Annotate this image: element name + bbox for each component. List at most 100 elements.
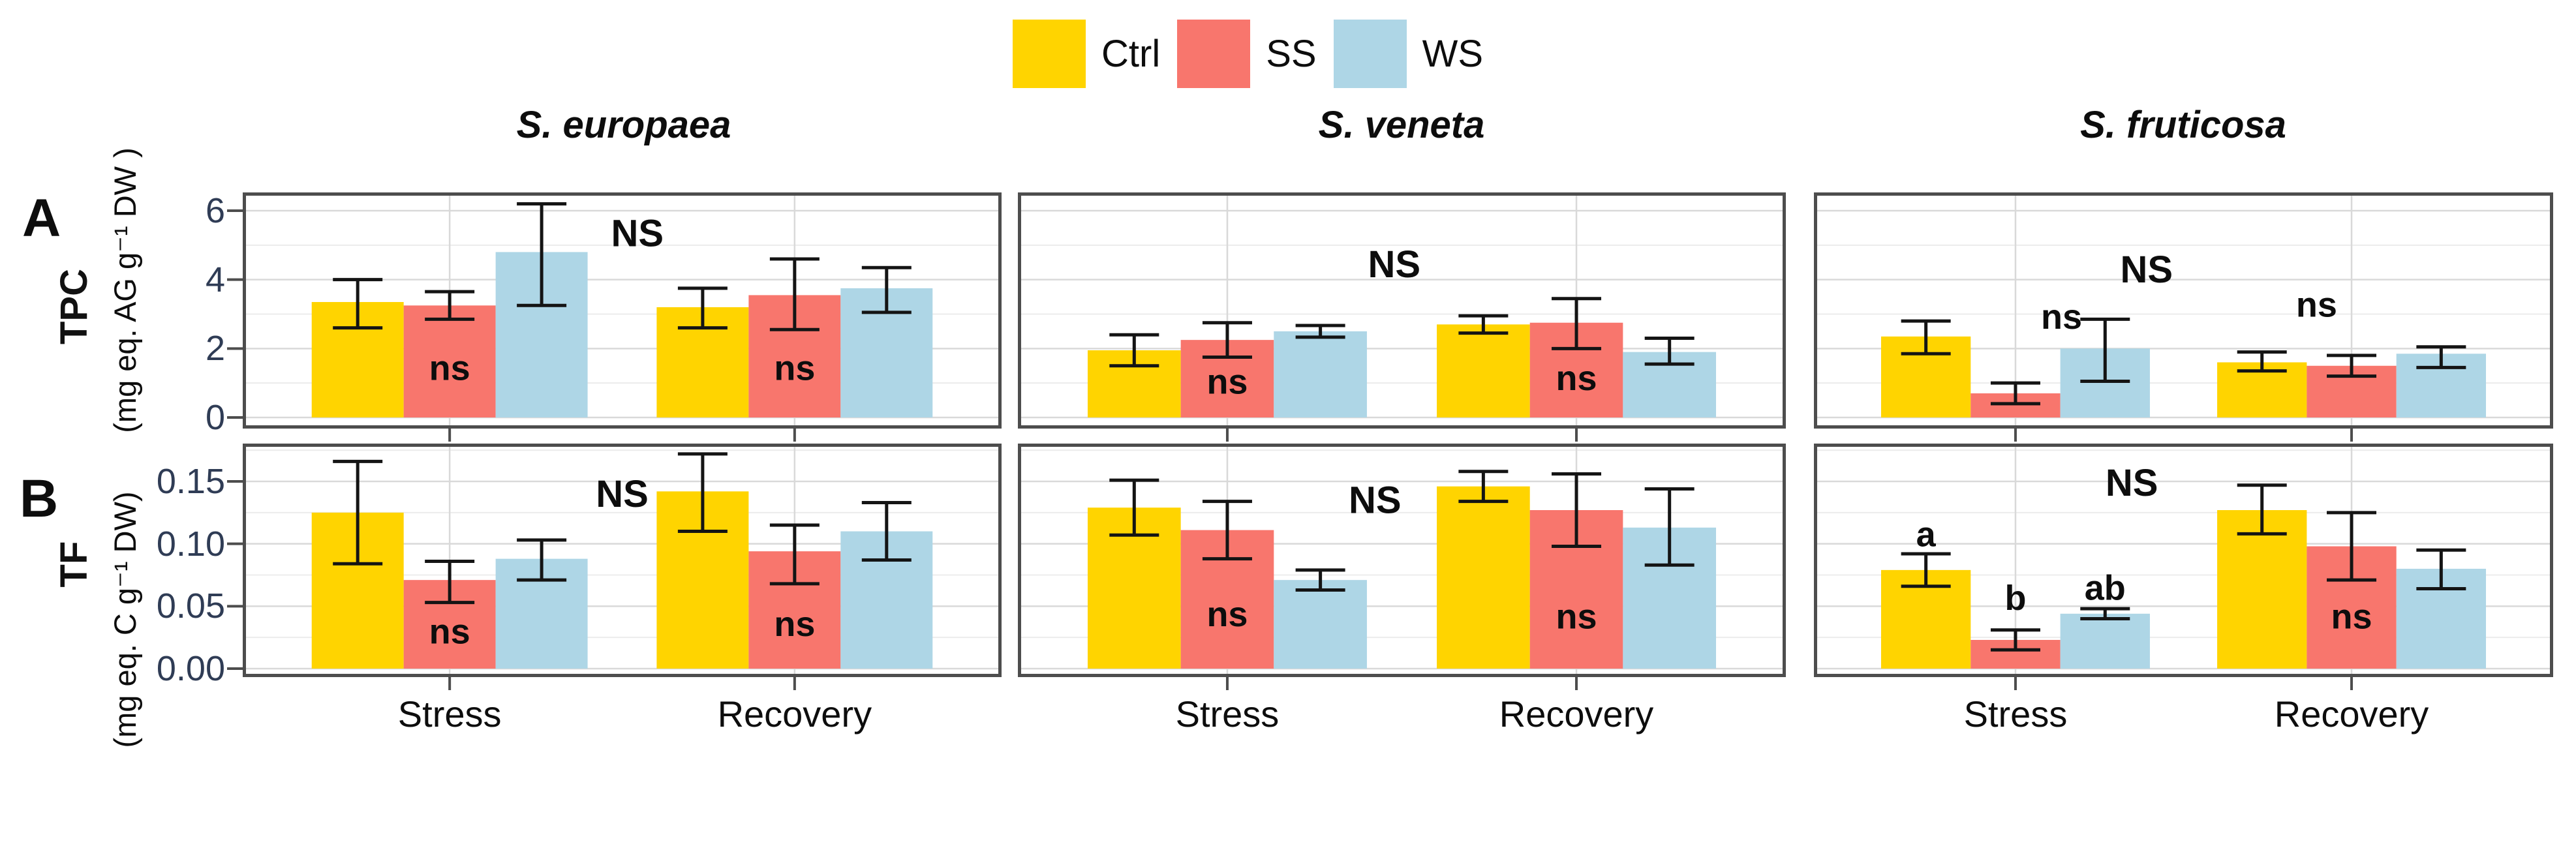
- x-axis-label-recovery: Recovery: [2274, 693, 2429, 734]
- error-bar: [677, 286, 728, 330]
- error-bar: [333, 278, 383, 330]
- error-bar: [769, 523, 820, 586]
- error-bar: [2416, 548, 2466, 591]
- bar-ctrl-recovery: [1437, 486, 1530, 669]
- error-bar: [1552, 472, 1602, 548]
- error-bar: [677, 452, 728, 534]
- legend-label-ctrl: Ctrl: [1101, 33, 1161, 75]
- panel-letter-a: A: [22, 189, 61, 248]
- significance-label: ns: [1206, 595, 1248, 634]
- x-axis-label-stress: Stress: [1175, 693, 1280, 734]
- error-bar: [861, 501, 912, 562]
- error-bar: [1458, 314, 1509, 335]
- legend-item-ws: WS: [1333, 20, 1484, 88]
- figure-root: { "figure": { "description": "Two-row, t…: [20, 20, 2553, 748]
- panel-annotation: NS: [611, 212, 664, 254]
- y-tick-label: 4: [205, 260, 225, 299]
- significance-label: ns: [2331, 598, 2372, 637]
- panel-annotation: ns: [2296, 286, 2337, 325]
- error-bar: [1901, 552, 1951, 588]
- y-tick-label: 0.15: [156, 462, 225, 501]
- x-axis-label-recovery: Recovery: [1499, 693, 1654, 734]
- bar-ctrl-recovery: [1437, 324, 1530, 417]
- error-bar: [1990, 381, 2040, 406]
- error-bar: [1901, 319, 1951, 356]
- significance-label: ns: [774, 605, 815, 644]
- significance-letter: b: [2004, 579, 2026, 618]
- error-bar: [1644, 487, 1694, 567]
- error-bar: [1990, 628, 2040, 652]
- significance-label: ns: [429, 348, 470, 387]
- error-bar: [2416, 345, 2466, 369]
- error-bar: [1109, 333, 1159, 368]
- significance-label: ns: [774, 348, 815, 387]
- error-bar: [425, 290, 475, 321]
- error-bar: [2327, 511, 2377, 582]
- legend-label-ss: SS: [1266, 33, 1317, 75]
- bar-ws-stress: [1274, 580, 1367, 669]
- error-bar: [769, 257, 820, 331]
- panel-annotation: ns: [2041, 297, 2082, 337]
- significance-letter: a: [1916, 515, 1937, 554]
- bar-ws-stress: [1274, 331, 1367, 417]
- significance-label: ns: [429, 613, 470, 652]
- y-tick-label: 6: [205, 191, 225, 231]
- error-bar: [2237, 350, 2287, 373]
- y-tick-label: 2: [205, 329, 225, 369]
- error-bar: [1295, 324, 1345, 339]
- panel-a-s-europaea: ns ns NS: [227, 192, 1002, 442]
- facet-title-s-fruticosa: S. fruticosa: [2080, 104, 2286, 146]
- error-bar: [517, 538, 567, 582]
- significance-letter: ab: [2085, 569, 2126, 608]
- panel-a-s-veneta: ns ns NS: [1018, 192, 1786, 442]
- significance-label: ns: [1556, 359, 1597, 398]
- error-bar: [1552, 297, 1602, 350]
- error-bar: [517, 202, 567, 307]
- error-bar: [1644, 336, 1694, 366]
- legend: Ctrl SS WS: [1013, 20, 1483, 88]
- panel-annotation: NS: [596, 473, 649, 515]
- y-axis-measure-tpc: TPC: [53, 269, 95, 344]
- bar-ss-stress: [403, 305, 496, 417]
- significance-label: ns: [1556, 598, 1597, 637]
- facet-title-s-europaea: S. europaea: [516, 104, 731, 146]
- error-bar: [861, 265, 912, 314]
- bar-ctrl-recovery: [2217, 510, 2307, 669]
- y-axis-measure-tf: TF: [53, 541, 95, 588]
- panel-a-s-fruticosa: NS ns ns: [1814, 192, 2553, 442]
- bar-ws-stress: [2060, 613, 2150, 669]
- panel-annotation: NS: [1349, 479, 1402, 522]
- legend-swatch-ss: [1177, 20, 1251, 88]
- x-axis-label-stress: Stress: [397, 693, 502, 734]
- panel-annotation: NS: [1368, 243, 1420, 286]
- error-bar: [1295, 568, 1345, 592]
- error-bar: [1458, 470, 1509, 504]
- error-bar: [2237, 483, 2287, 536]
- y-tick-label: 0.05: [156, 586, 225, 626]
- legend-item-ctrl: Ctrl: [1013, 20, 1160, 88]
- y-tick-label: 0: [205, 398, 225, 437]
- error-bar: [1202, 500, 1252, 561]
- error-bar: [1202, 321, 1252, 359]
- panel-annotation: NS: [2121, 249, 2173, 291]
- panel-b-s-veneta: ns ns NS: [1018, 444, 1786, 690]
- y-tick-label: 0.00: [156, 649, 225, 688]
- x-axis-label-stress: Stress: [1963, 693, 2068, 734]
- error-bar: [425, 559, 475, 605]
- panel-letter-b: B: [20, 469, 59, 528]
- error-bar: [2080, 607, 2130, 620]
- error-bar: [1109, 478, 1159, 537]
- panel-annotation: NS: [2106, 462, 2158, 504]
- legend-swatch-ws: [1333, 20, 1407, 88]
- y-tick-label: 0.10: [156, 524, 225, 564]
- x-axis-label-recovery: Recovery: [717, 693, 872, 734]
- error-bar: [2327, 354, 2377, 378]
- error-bar: [333, 459, 383, 566]
- significance-label: ns: [1206, 363, 1248, 402]
- legend-item-ss: SS: [1177, 20, 1317, 88]
- legend-swatch-ctrl: [1013, 20, 1086, 88]
- panel-b-s-europaea: ns ns NS: [227, 444, 1002, 690]
- legend-label-ws: WS: [1422, 33, 1484, 75]
- facet-title-s-veneta: S. veneta: [1318, 104, 1485, 146]
